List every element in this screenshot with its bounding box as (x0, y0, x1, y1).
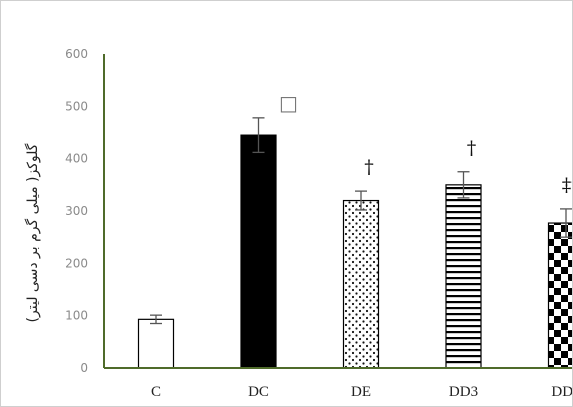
y-axis-ticks: 0 100 200 300 400 500 600 (65, 47, 88, 375)
error-bars (150, 117, 572, 325)
significance-mark: ‡†§ (562, 174, 573, 196)
significance-mark: † (364, 156, 374, 178)
bar (342, 199, 380, 369)
x-tick-label: DC (248, 384, 269, 400)
y-tick-label: 500 (65, 99, 88, 113)
y-tick-label: 0 (80, 361, 88, 375)
x-tick-label: C (151, 384, 161, 400)
error-bar (560, 208, 572, 238)
bar (137, 318, 175, 369)
error-bar (457, 171, 470, 199)
bar (445, 184, 482, 369)
significance-mark: † (467, 137, 477, 159)
x-axis-ticks: C DC DE DD3 DD3 (151, 384, 573, 400)
bar (547, 222, 572, 369)
error-bar (355, 190, 367, 211)
y-tick-label: 200 (65, 256, 88, 270)
significance-marks: □ † † ‡†§ (279, 91, 573, 196)
y-axis-label: گلوکز( میلی گرم بر دسی لیتر) (24, 143, 41, 322)
y-tick-label: 100 (65, 309, 88, 323)
error-bar (150, 314, 162, 325)
x-tick-label: DD3 (551, 384, 573, 400)
error-bar (252, 117, 265, 154)
y-tick-label: 400 (65, 152, 88, 166)
y-tick-label: 300 (65, 204, 88, 218)
significance-mark: □ (279, 91, 298, 115)
bars (137, 134, 572, 369)
x-tick-label: DE (351, 384, 371, 400)
x-tick-label: DD3 (449, 384, 478, 400)
bar (240, 134, 277, 369)
y-tick-label: 600 (65, 47, 88, 61)
